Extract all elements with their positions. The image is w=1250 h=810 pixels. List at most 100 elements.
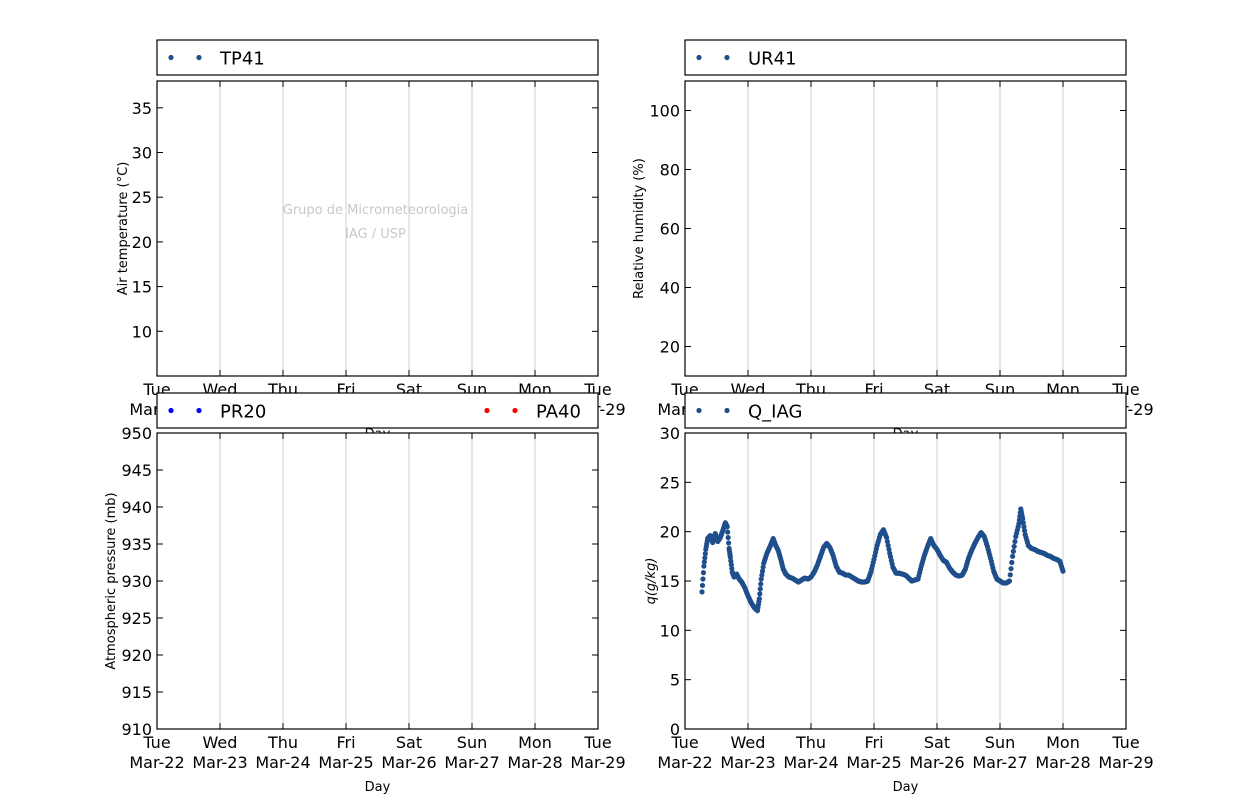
x-tick-label: Mar-29 <box>570 753 625 772</box>
data-point <box>1011 543 1017 550</box>
x-tick-label: Mon <box>1046 733 1080 752</box>
x-tick-label: Sun <box>457 733 487 752</box>
chart-panel-4: 051015202530TueMar-22WedMar-23ThuMar-24F… <box>644 424 1154 795</box>
x-tick-label: Wed <box>203 733 238 752</box>
data-point <box>757 586 763 592</box>
series-Q_IAG <box>699 506 1066 614</box>
y-tick-label: 925 <box>121 609 152 628</box>
x-tick-label: Mar-27 <box>972 753 1027 772</box>
legend-3: PR20 PA40 <box>156 392 599 429</box>
data-point <box>777 554 783 560</box>
data-point <box>725 534 731 541</box>
legend-marker <box>724 54 730 61</box>
legend-label: UR41 <box>748 49 797 70</box>
data-point <box>758 581 764 587</box>
data-point <box>987 552 993 558</box>
legend-marker <box>484 407 490 414</box>
legend-marker <box>168 407 174 414</box>
plot-area <box>685 433 1126 729</box>
plot-area <box>157 81 598 376</box>
x-tick-label: Mar-23 <box>192 753 247 772</box>
data-point <box>965 558 971 564</box>
x-tick-label: Mar-29 <box>1098 753 1153 772</box>
y-tick-label: 30 <box>660 424 680 443</box>
data-point <box>1006 578 1012 585</box>
data-point <box>727 552 733 558</box>
x-axis-label: Day <box>365 780 391 795</box>
legend-marker <box>724 407 730 414</box>
y-axis-label: Air temperature (°C) <box>116 162 131 296</box>
y-tick-label: 5 <box>670 671 680 690</box>
data-point <box>759 572 765 578</box>
x-tick-label: Mar-26 <box>909 753 964 772</box>
data-point <box>1010 548 1016 555</box>
y-tick-label: 950 <box>121 424 152 443</box>
y-tick-label: 60 <box>660 220 680 239</box>
data-point <box>829 550 835 556</box>
data-point <box>917 566 924 573</box>
data-point <box>921 555 927 561</box>
x-tick-label: Fri <box>336 733 355 752</box>
data-point <box>724 523 730 529</box>
x-tick-label: Sat <box>396 733 422 752</box>
y-tick-label: 940 <box>121 498 152 517</box>
legend-box <box>684 39 1127 76</box>
y-tick-label: 910 <box>121 720 152 739</box>
x-tick-label: Sat <box>924 733 950 752</box>
data-point <box>701 563 707 569</box>
x-tick-label: Mar-28 <box>1035 753 1090 772</box>
legend-marker <box>196 54 202 61</box>
legend-marker <box>196 407 202 414</box>
data-point <box>883 533 889 539</box>
data-point <box>1008 566 1014 572</box>
x-tick-label: Mar-24 <box>783 753 838 772</box>
data-point <box>759 568 766 574</box>
legend-box <box>684 392 1127 429</box>
x-tick-label: Mar-25 <box>318 753 373 772</box>
data-point <box>1010 553 1016 559</box>
plot-area <box>685 81 1126 376</box>
plot-area <box>157 433 598 729</box>
data-point <box>726 540 732 546</box>
x-tick-label: Tue <box>142 733 170 752</box>
y-tick-label: 20 <box>660 338 680 357</box>
y-axis-label: Relative humidity (%) <box>632 158 647 299</box>
data-point <box>1009 559 1015 566</box>
y-tick-label: 935 <box>121 535 152 554</box>
data-point <box>757 591 763 597</box>
y-tick-label: 920 <box>121 646 152 665</box>
x-tick-label: Thu <box>267 733 298 752</box>
data-point <box>758 576 764 582</box>
data-point <box>700 570 707 576</box>
chart-panel-3: 910915920925930935940945950TueMar-22WedM… <box>104 424 626 795</box>
x-tick-label: Mar-24 <box>255 753 310 772</box>
data-point <box>1015 524 1021 530</box>
x-tick-label: Wed <box>731 733 766 752</box>
y-tick-label: 20 <box>660 523 680 542</box>
x-tick-label: Mar-28 <box>507 753 562 772</box>
data-point <box>700 576 706 582</box>
data-point <box>984 541 990 547</box>
y-tick-label: 25 <box>132 188 152 207</box>
x-tick-label: Fri <box>864 733 883 752</box>
x-tick-label: Mar-27 <box>444 753 499 772</box>
data-point <box>832 560 839 567</box>
y-tick-label: 10 <box>660 621 680 640</box>
y-axis-label: Atmospheric pressure (mb) <box>104 492 119 669</box>
y-tick-label: 100 <box>649 102 680 121</box>
data-point <box>699 582 706 589</box>
data-point <box>1059 566 1065 572</box>
legend-box <box>156 39 599 76</box>
data-point <box>817 555 823 562</box>
data-point <box>702 555 708 561</box>
x-tick-label: Tue <box>670 733 698 752</box>
x-tick-label: Mar-26 <box>381 753 436 772</box>
legend-marker <box>512 407 518 414</box>
data-point <box>1020 520 1026 526</box>
data-point <box>1019 513 1025 519</box>
data-point <box>813 564 820 570</box>
chart-panel-1: Grupo de Micrometeorologia IAG / USP 10 15 2… <box>116 80 626 442</box>
legend-label: PA40 <box>536 402 581 423</box>
data-point <box>1021 528 1028 534</box>
legend-2: UR41 <box>684 39 1127 76</box>
